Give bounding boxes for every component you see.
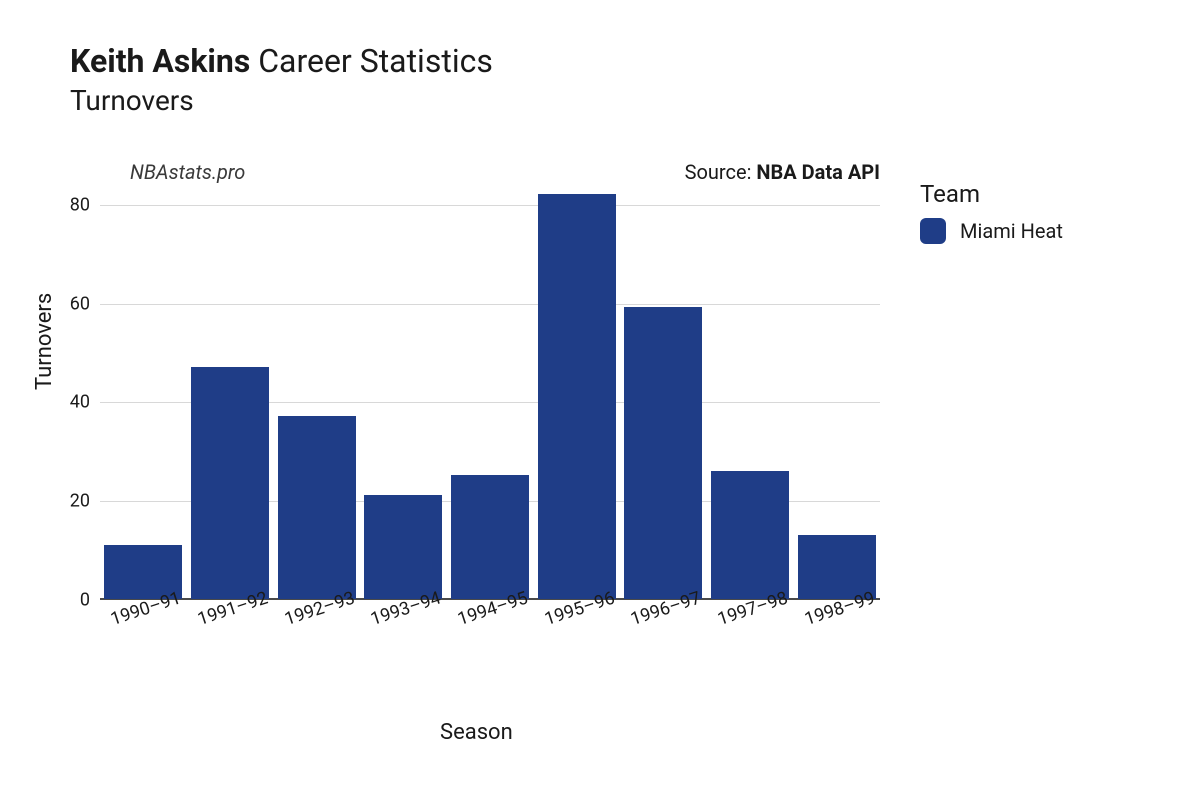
chart-title-bold: Keith Askins (70, 42, 250, 80)
grid-line (100, 304, 880, 305)
y-tick-label: 60 (70, 293, 90, 314)
legend-title: Team (920, 180, 1063, 208)
chart-title-block: Keith Askins Career Statistics Turnovers (70, 42, 493, 117)
y-axis-title: Turnovers (32, 293, 57, 390)
grid-line (100, 205, 880, 206)
chart-title: Keith Askins Career Statistics (70, 42, 493, 80)
y-tick-label: 80 (70, 194, 90, 215)
legend-swatch (920, 218, 946, 244)
legend-label: Miami Heat (960, 219, 1063, 243)
y-tick-label: 0 (80, 590, 90, 611)
chart-bar (711, 471, 789, 599)
chart-title-rest: Career Statistics (258, 42, 493, 80)
chart-bar (191, 367, 269, 599)
y-tick-label: 40 (70, 392, 90, 413)
bar-chart-plot: 0204060801990–911991–921992–931993–94199… (100, 180, 880, 600)
legend-item: Miami Heat (920, 218, 1063, 244)
x-axis-title: Season (440, 720, 513, 745)
chart-subtitle: Turnovers (70, 84, 493, 117)
chart-bar (451, 475, 529, 599)
chart-bar (538, 194, 616, 599)
chart-bar (624, 307, 702, 599)
chart-bar (278, 416, 356, 599)
y-tick-label: 20 (70, 491, 90, 512)
legend: Team Miami Heat (920, 180, 1063, 244)
chart-bar (364, 495, 442, 599)
